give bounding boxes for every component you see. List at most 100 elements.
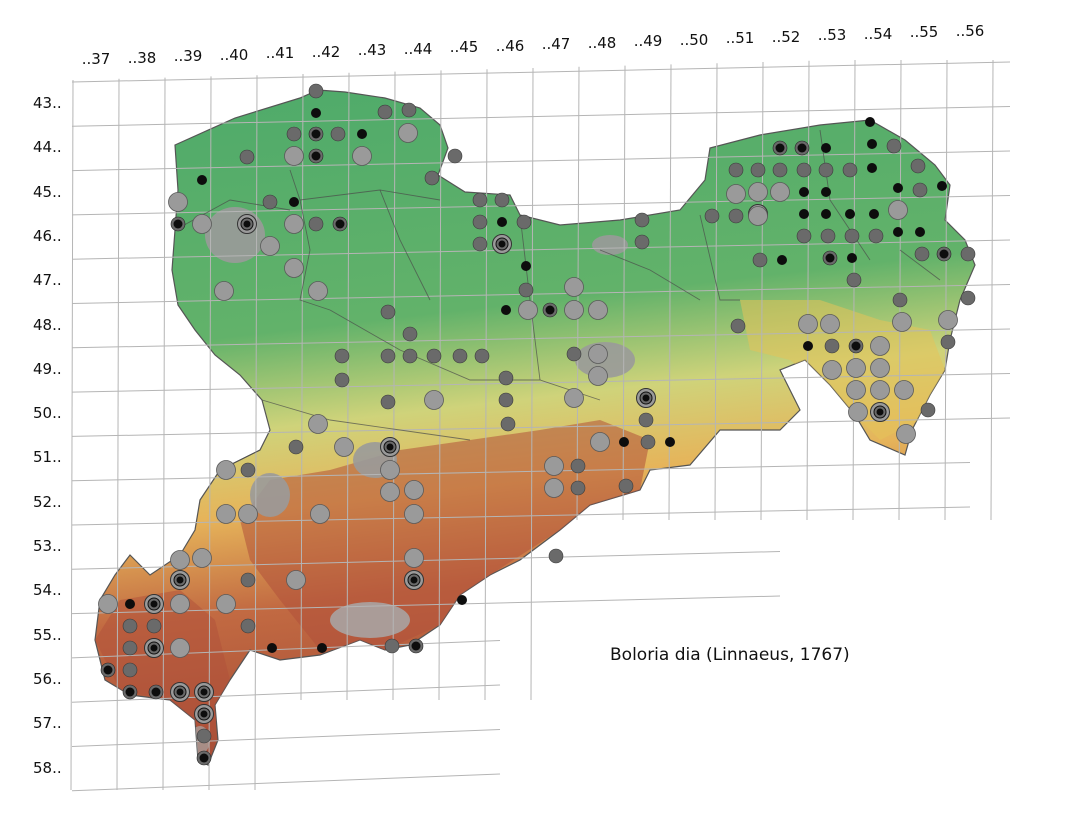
record-dot-mid [920,402,936,418]
record-dot [452,348,468,364]
district-border [599,249,701,301]
record-dot [284,214,304,234]
record-dot-light [544,456,564,476]
record-dot [402,326,418,342]
summit-patch [330,602,410,638]
record-dot-dark [151,687,161,697]
record-dot-dark [799,187,809,197]
record-dot-mid [472,214,488,230]
record-dot [474,348,490,364]
record-dot [618,478,634,494]
record-dot [194,682,214,702]
record-dot-mid [380,394,396,410]
grid-column-label: ..42 [311,42,341,61]
record-dot [170,216,186,232]
record-dot-mid [548,548,564,564]
record-dot-dark [411,641,421,651]
record-dot [267,643,277,653]
record-dot-light [798,314,818,334]
record-dot [936,246,952,262]
record-dot [772,140,788,156]
record-dot-dark [125,599,135,609]
grid-line-vertical [116,78,120,791]
record-dot-light [846,358,866,378]
record-dot-light [334,437,354,457]
record-dot-dark [821,143,831,153]
record-dot [424,170,440,186]
record-dot-mid [846,272,862,288]
record-dot-light [894,380,914,400]
record-dot [308,414,328,434]
grid-column-label: ..38 [127,48,157,67]
record-dot-mid [239,149,255,165]
record-dot [308,126,324,142]
record-dot [398,123,418,143]
grid-column-label: ..39 [173,47,203,65]
record-dot [334,348,350,364]
record-dot-mid [824,338,840,354]
grid-row-label: 43.. [33,94,62,112]
grid-column-label: ..48 [587,33,617,52]
record-dot [846,272,862,288]
record-dot-dark [821,187,831,197]
grid-column-label: ..46 [495,36,525,55]
grid-row-label: 52.. [33,492,62,511]
record-dot-light [544,478,564,498]
record-dot-mid [910,158,926,174]
record-dot [665,437,675,447]
record-dot [796,228,812,244]
record-dot [494,192,510,208]
record-dot-dark [545,305,555,315]
record-dot-mid [750,162,766,178]
record-dot [197,175,207,185]
record-dot [170,682,190,702]
record-dot [820,314,840,334]
record-dot [380,394,396,410]
record-dot [798,314,818,334]
record-dot-dark [317,643,327,653]
record-dot [518,282,534,298]
record-dot-light [848,402,868,422]
district-border [261,399,471,441]
record-dot [122,618,138,634]
record-dot [870,402,890,422]
grid-line-vertical [484,69,488,701]
record-dot-mid [960,290,976,306]
record-dot [330,126,346,142]
record-dot [170,594,190,614]
record-dot-dark [200,688,208,696]
record-dot [148,684,164,700]
record-dot [122,662,138,678]
district-border [899,249,941,281]
record-dot-dark [893,183,903,193]
record-dot [566,346,582,362]
record-dot-light [216,594,236,614]
record-dot-mid [334,348,350,364]
record-dot [240,618,256,634]
record-dot [308,281,328,301]
record-dot [638,412,654,428]
record-dot-light [892,312,912,332]
grid-column-label: ..50 [679,30,709,49]
record-dot-mid [516,214,532,230]
record-dot-light [170,550,190,570]
record-dot [893,183,903,193]
record-dot-light [404,480,424,500]
district-border [519,214,541,381]
record-dot-dark [457,595,467,605]
grid-line-horizontal [71,417,1011,437]
record-dot-light [380,482,400,502]
record-dot [870,358,890,378]
record-dot-light [564,277,584,297]
record-dot [308,83,324,99]
record-dot [726,184,746,204]
grid-line-horizontal [71,150,1011,172]
record-dot-light [238,504,258,524]
ore-mountains-band [240,420,650,650]
record-dot-dark [243,220,251,228]
record-dot-mid [308,83,324,99]
grid-line-vertical [806,60,810,521]
record-dot [196,750,212,766]
